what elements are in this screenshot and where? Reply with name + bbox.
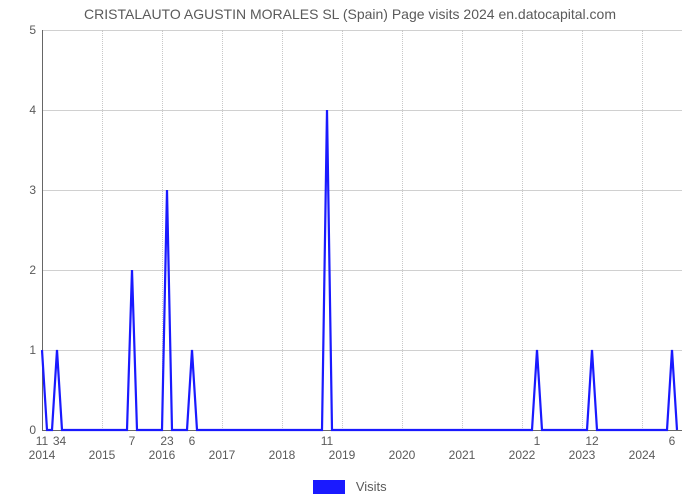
ytick-label: 3	[29, 183, 36, 197]
x-value-label: 34	[53, 434, 66, 448]
xtick-label: 2020	[389, 448, 416, 462]
x-value-label: 11	[36, 434, 48, 448]
xtick-label: 2017	[209, 448, 236, 462]
x-value-label: 6	[189, 434, 196, 448]
ytick-label: 1	[29, 343, 36, 357]
legend: Visits	[0, 478, 700, 496]
legend-label: Visits	[356, 479, 387, 494]
xtick-label: 2015	[89, 448, 116, 462]
xtick-label: 2018	[269, 448, 296, 462]
xtick-label: 2022	[509, 448, 536, 462]
chart-title: CRISTALAUTO AGUSTIN MORALES SL (Spain) P…	[0, 6, 700, 22]
x-value-label: 12	[585, 434, 598, 448]
x-value-label: 23	[160, 434, 173, 448]
xtick-label: 2024	[629, 448, 656, 462]
x-value-label: 6	[669, 434, 676, 448]
xtick-label: 2019	[329, 448, 356, 462]
plot-area: 0123452014201520162017201820192020202120…	[42, 30, 682, 430]
legend-swatch	[313, 480, 345, 494]
chart-container: CRISTALAUTO AGUSTIN MORALES SL (Spain) P…	[0, 0, 700, 500]
xtick-label: 2014	[29, 448, 56, 462]
x-value-label: 1	[534, 434, 541, 448]
x-value-label: 7	[129, 434, 136, 448]
ytick-label: 5	[29, 23, 36, 37]
x-value-label: 11	[321, 434, 333, 448]
xtick-label: 2023	[569, 448, 596, 462]
ytick-label: 4	[29, 103, 36, 117]
xtick-label: 2016	[149, 448, 176, 462]
series-line	[42, 30, 682, 430]
ytick-label: 2	[29, 263, 36, 277]
xtick-label: 2021	[449, 448, 476, 462]
